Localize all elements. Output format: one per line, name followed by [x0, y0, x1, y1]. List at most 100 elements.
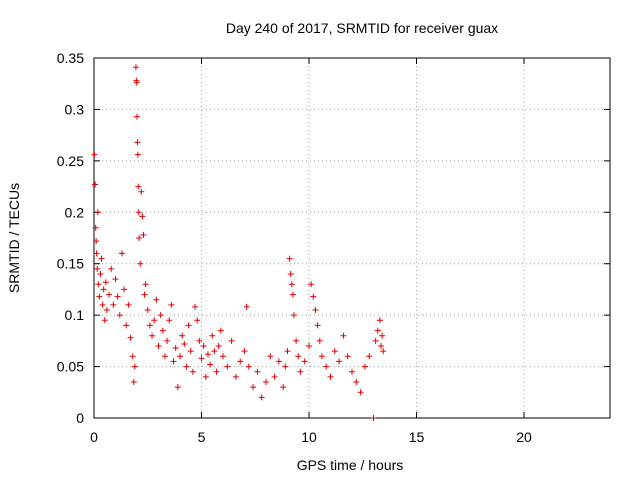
data-point: [192, 303, 199, 310]
data-point: [243, 303, 250, 310]
data-point: [112, 276, 119, 283]
y-tick-label: 0.35: [57, 50, 84, 66]
data-point: [133, 79, 140, 86]
data-point: [136, 235, 143, 241]
data-point: [144, 307, 151, 313]
data-point: [97, 271, 104, 277]
data-point: [361, 363, 368, 370]
data-point: [232, 373, 239, 380]
data-point: [139, 213, 146, 220]
data-point: [207, 361, 214, 368]
data-point: [96, 293, 103, 300]
x-tick-label: 20: [516, 429, 532, 445]
data-point: [181, 340, 188, 347]
data-point: [327, 373, 334, 380]
data-point: [370, 415, 377, 421]
data-point: [380, 348, 387, 355]
data-point: [308, 281, 315, 288]
plot-frame: [93, 57, 611, 419]
data-point: [174, 384, 181, 391]
data-point: [135, 209, 142, 216]
data-point: [116, 312, 123, 319]
data-point: [157, 312, 164, 319]
data-point: [267, 353, 274, 360]
chart-title: Day 240 of 2017, SRMTID for receiver gua…: [226, 20, 498, 36]
data-point: [121, 286, 128, 293]
data-point: [198, 355, 205, 362]
data-point: [179, 332, 186, 339]
data-point: [282, 363, 289, 370]
data-point: [103, 307, 110, 313]
data-point: [215, 343, 222, 349]
data-point: [159, 327, 166, 334]
data-point: [297, 368, 304, 375]
data-point: [323, 363, 330, 370]
data-point: [340, 332, 347, 339]
data-point: [254, 368, 261, 375]
y-tick-label: 0.1: [65, 307, 85, 323]
data-point: [286, 255, 293, 262]
data-point: [217, 327, 224, 334]
data-point: [131, 363, 138, 370]
data-point: [312, 307, 319, 313]
data-point: [336, 358, 343, 365]
data-point: [378, 343, 385, 349]
data-point: [372, 337, 379, 344]
data-point: [314, 322, 321, 329]
data-point: [271, 373, 278, 380]
x-tick-label: 5: [198, 429, 206, 445]
data-point: [237, 358, 244, 365]
data-point: [241, 348, 248, 355]
data-point: [376, 317, 383, 324]
data-point: [374, 327, 381, 334]
data-point: [202, 373, 209, 380]
data-point: [161, 353, 168, 360]
data-point: [135, 183, 142, 190]
data-point: [185, 322, 192, 329]
x-tick-label: 15: [409, 429, 425, 445]
data-point: [137, 260, 144, 267]
data-point: [209, 332, 216, 339]
data-point: [183, 363, 190, 370]
data-point: [275, 358, 282, 365]
data-point: [142, 281, 149, 288]
data-point: [245, 363, 252, 370]
grid-lines: [94, 58, 610, 418]
y-tick-label: 0.15: [57, 256, 84, 272]
data-point: [170, 358, 177, 365]
data-point: [134, 113, 140, 120]
data-point: [100, 286, 107, 293]
data-point: [123, 322, 130, 329]
data-point: [114, 293, 121, 300]
data-point: [134, 151, 141, 158]
data-point: [250, 384, 257, 391]
data-point: [146, 322, 153, 329]
data-point: [94, 265, 101, 272]
data-point: [357, 389, 364, 396]
data-point: [95, 281, 102, 288]
data-point: [92, 181, 99, 188]
data-point: [288, 281, 295, 288]
data-point: [204, 351, 211, 358]
data-point: [141, 291, 148, 298]
data-point: [106, 291, 113, 298]
data-point: [316, 337, 323, 344]
y-tick-label: 0.25: [57, 153, 84, 169]
y-tick-label: 0.2: [65, 204, 85, 220]
data-point: [301, 358, 308, 365]
data-point: [287, 271, 294, 277]
data-point: [151, 317, 158, 324]
data-point: [366, 353, 373, 360]
data-point: [280, 384, 287, 391]
data-point: [149, 332, 156, 339]
y-tick-label: 0: [76, 410, 84, 426]
data-point: [138, 188, 145, 195]
data-point: [110, 301, 117, 308]
data-point: [213, 368, 220, 375]
data-point: [172, 345, 179, 352]
data-point: [284, 348, 291, 355]
data-point: [379, 332, 386, 339]
data-point: [258, 394, 265, 401]
data-point: [228, 337, 235, 344]
axis-ticks: 0 0.05 0.1 0.15 0.2 0.25 0.3 0.35 0 5 10 15 20: [57, 50, 610, 445]
